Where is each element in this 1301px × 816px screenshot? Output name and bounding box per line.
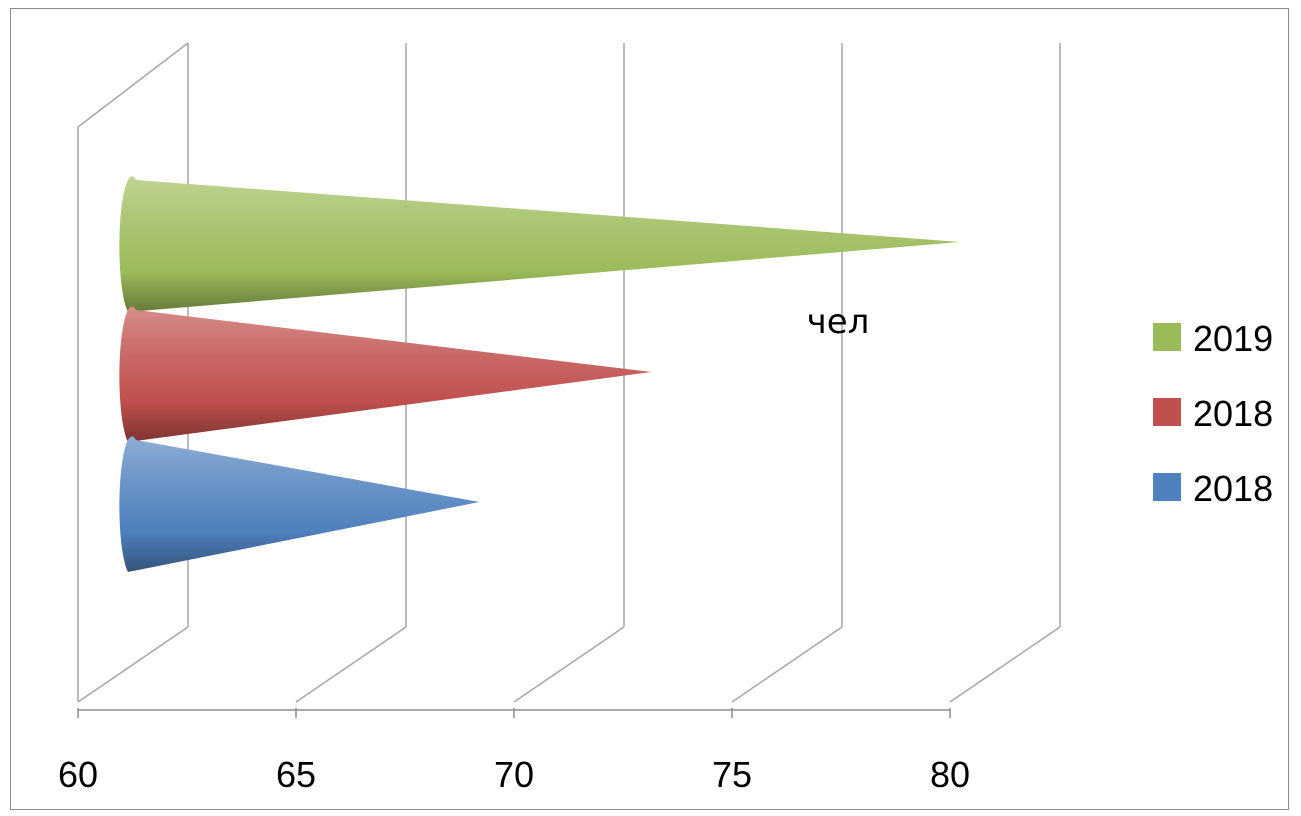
floor-gridline (513, 626, 625, 703)
x-tick-label: 80 (930, 754, 970, 795)
floor-gridline (949, 626, 1061, 703)
legend-label: 2018 (1193, 393, 1273, 434)
cone-1 (119, 306, 652, 442)
cone-2 (119, 176, 961, 312)
legend-swatch (1153, 323, 1181, 351)
x-tick-label: 60 (58, 754, 98, 795)
legend-label: 2019 (1193, 318, 1273, 359)
floor-gridline (77, 626, 189, 703)
legend-label: 2018 (1193, 468, 1273, 509)
x-tick-label: 70 (494, 754, 534, 795)
x-tick-label: 65 (276, 754, 316, 795)
annotation-label: чел (807, 302, 870, 342)
floor-gridline (295, 626, 407, 703)
side-wall-top (77, 42, 189, 128)
legend-swatch (1153, 398, 1181, 426)
floor-gridline (731, 626, 843, 703)
cone-0 (119, 436, 480, 572)
x-tick-label: 75 (712, 754, 752, 795)
legend-swatch (1153, 473, 1181, 501)
